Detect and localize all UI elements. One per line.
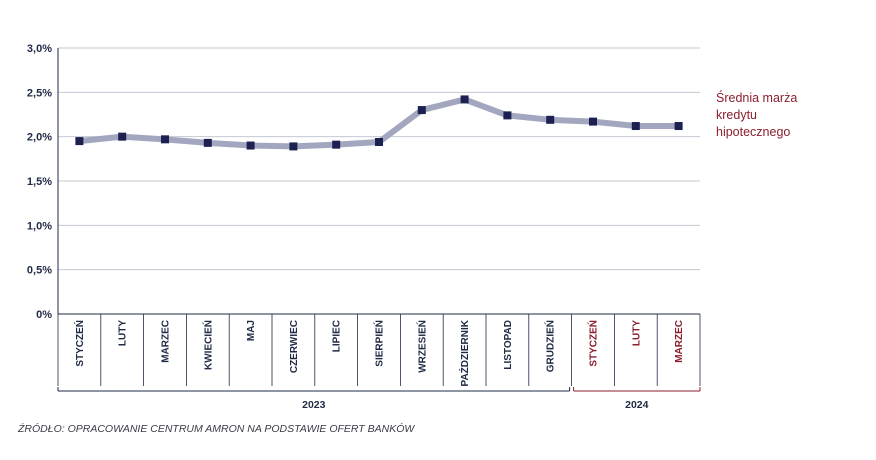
- data-point: [75, 137, 84, 146]
- data-point: [332, 140, 341, 149]
- x-tick-label: WRZESIEŃ: [415, 320, 428, 373]
- source-note: ŹRÓDŁO: OPRACOWANIE CENTRUM AMRON NA POD…: [18, 423, 415, 435]
- legend-label: kredytu: [716, 108, 757, 122]
- year-label: 2023: [302, 399, 326, 411]
- x-tick-label: LUTY: [118, 320, 129, 346]
- y-tick-label: 0%: [36, 309, 52, 321]
- data-point: [246, 141, 255, 150]
- x-tick-label: CZERWIEC: [289, 320, 300, 373]
- legend-label: hipotecznego: [716, 125, 790, 139]
- y-tick-label: 3,0%: [27, 43, 52, 55]
- x-tick-label: LISTOPAD: [503, 320, 514, 370]
- x-tick-label: LIPIEC: [332, 320, 343, 352]
- y-tick-label: 1,5%: [27, 176, 52, 188]
- y-tick-label: 2,0%: [27, 132, 52, 144]
- data-point: [289, 142, 298, 151]
- year-groups: 2023 2024: [57, 387, 701, 411]
- y-tick-label: 0,5%: [27, 265, 52, 277]
- legend: Średnia marża kredytu hipotecznego: [716, 90, 797, 139]
- data-point: [503, 111, 512, 120]
- data-point: [375, 137, 383, 146]
- x-tick-label: KWIECIEŃ: [201, 320, 214, 370]
- y-axis: 0% 0,5% 1,0% 1,5% 2,0% 2,5% 3,0%: [27, 43, 59, 321]
- x-tick-label: STYCZEŃ: [587, 320, 600, 367]
- x-tick-label: MAJ: [246, 320, 257, 341]
- x-tick-label: GRUDZIEŃ: [544, 320, 557, 372]
- x-tick-label: MARZEC: [674, 320, 685, 363]
- data-point: [674, 122, 683, 131]
- x-tick-label: MARZEC: [161, 320, 172, 363]
- grid-lines: [58, 47, 700, 271]
- x-tick-label: PAŹDZIERNIK: [458, 319, 471, 386]
- data-point: [118, 132, 127, 141]
- x-tick-label: LUTY: [631, 320, 642, 346]
- data-point: [203, 138, 212, 147]
- y-tick-label: 2,5%: [27, 87, 52, 99]
- line-chart: 0% 0,5% 1,0% 1,5% 2,0% 2,5% 3,0% STYCZEŃ LUTY MA…: [27, 43, 797, 411]
- data-point: [589, 117, 597, 126]
- x-tick-label: STYCZEŃ: [73, 320, 86, 367]
- y-tick-label: 1,0%: [27, 220, 52, 232]
- x-tick-label: SIERPIEŃ: [373, 320, 386, 367]
- x-axis: STYCZEŃ LUTY MARZEC KWIECIEŃ MAJ CZERWIEC LIPI…: [57, 313, 701, 386]
- legend-label: Średnia marża: [716, 90, 797, 105]
- data-point: [546, 115, 555, 124]
- series-line: [75, 95, 683, 151]
- year-label: 2024: [625, 399, 649, 411]
- data-point: [631, 122, 640, 131]
- data-point: [417, 106, 426, 115]
- data-point: [161, 135, 169, 144]
- data-point: [460, 95, 469, 104]
